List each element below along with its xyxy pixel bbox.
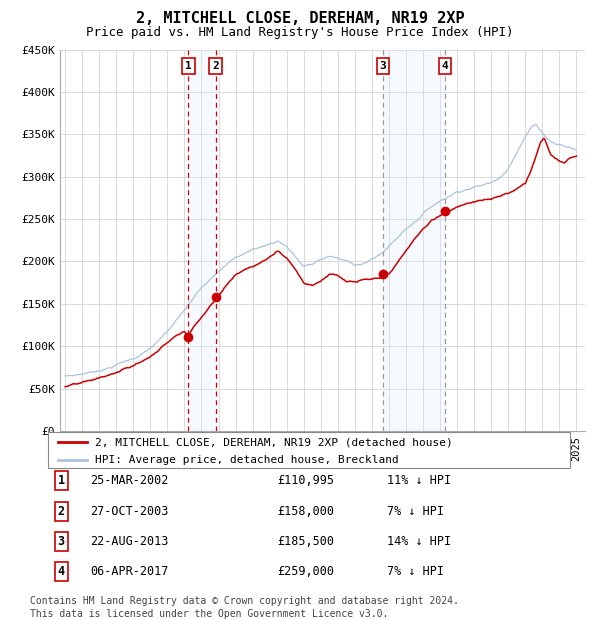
Text: 3: 3 [380, 61, 386, 71]
Text: 7% ↓ HPI: 7% ↓ HPI [388, 565, 444, 578]
Text: 14% ↓ HPI: 14% ↓ HPI [388, 535, 451, 548]
Text: 1: 1 [185, 61, 192, 71]
Text: £110,995: £110,995 [278, 474, 335, 487]
Text: 27-OCT-2003: 27-OCT-2003 [90, 505, 168, 518]
Bar [383, 50, 445, 431]
Bar [188, 50, 215, 431]
Text: 4: 4 [442, 61, 448, 71]
Text: HPI: Average price, detached house, Breckland: HPI: Average price, detached house, Brec… [95, 455, 399, 465]
Text: £158,000: £158,000 [278, 505, 335, 518]
Text: 25-MAR-2002: 25-MAR-2002 [90, 474, 168, 487]
Text: 3: 3 [58, 535, 65, 548]
Text: 2, MITCHELL CLOSE, DEREHAM, NR19 2XP (detached house): 2, MITCHELL CLOSE, DEREHAM, NR19 2XP (de… [95, 437, 453, 447]
Text: 1: 1 [58, 474, 65, 487]
Text: 4: 4 [58, 565, 65, 578]
Text: 7% ↓ HPI: 7% ↓ HPI [388, 505, 444, 518]
Text: 11% ↓ HPI: 11% ↓ HPI [388, 474, 451, 487]
Text: 06-APR-2017: 06-APR-2017 [90, 565, 168, 578]
Text: 2, MITCHELL CLOSE, DEREHAM, NR19 2XP: 2, MITCHELL CLOSE, DEREHAM, NR19 2XP [136, 11, 464, 26]
Text: 22-AUG-2013: 22-AUG-2013 [90, 535, 168, 548]
FancyBboxPatch shape [48, 432, 570, 468]
Text: 2: 2 [212, 61, 219, 71]
Text: £259,000: £259,000 [278, 565, 335, 578]
Text: Price paid vs. HM Land Registry's House Price Index (HPI): Price paid vs. HM Land Registry's House … [86, 26, 514, 39]
Text: 2: 2 [58, 505, 65, 518]
Text: This data is licensed under the Open Government Licence v3.0.: This data is licensed under the Open Gov… [30, 609, 388, 619]
Text: £185,500: £185,500 [278, 535, 335, 548]
Text: Contains HM Land Registry data © Crown copyright and database right 2024.: Contains HM Land Registry data © Crown c… [30, 596, 459, 606]
